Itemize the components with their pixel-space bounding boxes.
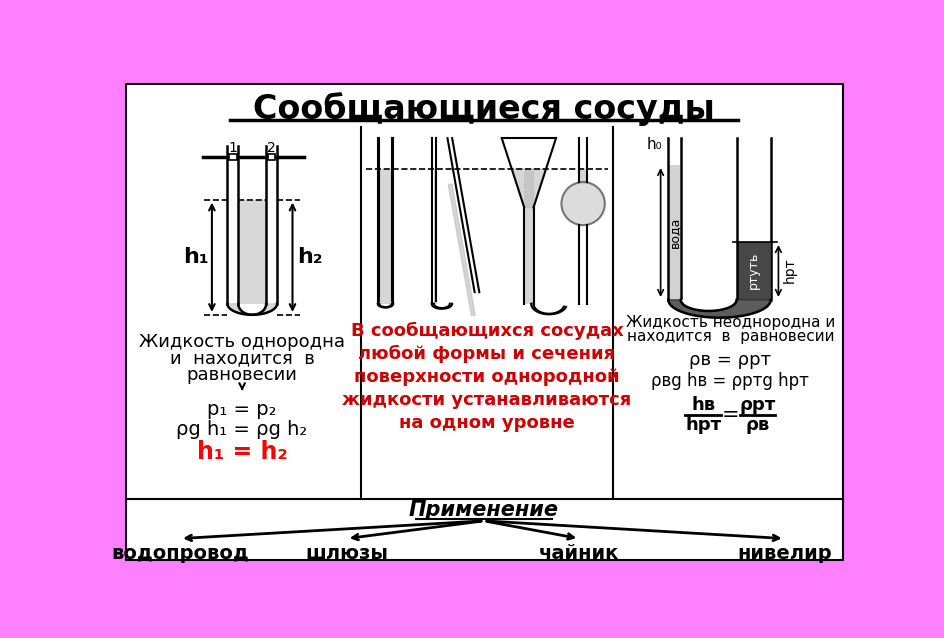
Text: Сообщающиеся сосуды: Сообщающиеся сосуды [253,92,714,126]
Bar [524,169,533,304]
Bar [434,169,437,304]
Bar [736,242,769,300]
Text: Применение: Применение [409,500,558,520]
Text: =: = [721,405,738,426]
Text: вода: вода [667,216,681,248]
Bar [379,169,391,304]
Bar [579,169,586,182]
Bar [267,154,275,161]
Text: шлюзы: шлюзы [305,544,388,563]
Text: h₁: h₁ [183,248,209,267]
Text: h₂: h₂ [296,248,322,267]
Polygon shape [512,169,546,207]
Polygon shape [378,304,393,308]
Text: 2: 2 [267,141,276,155]
Text: 1: 1 [228,141,237,155]
Text: находится  в  равновесии: находится в равновесии [626,329,834,343]
Text: ρвg hв = ρртg hрт: ρвg hв = ρртg hрт [650,372,808,390]
Text: hрт: hрт [783,258,796,283]
Text: любой формы и сечения: любой формы и сечения [358,345,615,363]
Text: водопровод: водопровод [111,544,248,563]
Text: p₁ = p₂: p₁ = p₂ [207,399,277,419]
Text: В сообщающихся сосудах: В сообщающихся сосудах [350,322,623,340]
Text: hрт: hрт [684,417,720,434]
Text: нивелир: нивелир [736,544,831,563]
Text: h₁ = h₂: h₁ = h₂ [196,440,287,464]
Text: hв: hв [690,396,715,414]
Circle shape [561,182,604,225]
Text: ρрт: ρрт [738,396,775,414]
Text: и  находится  в: и находится в [170,350,314,367]
Text: ртуть: ртуть [747,252,759,289]
Bar [228,154,236,161]
Text: ρв: ρв [745,417,768,434]
Text: чайник: чайник [538,544,618,563]
Text: на одном уровне: на одном уровне [398,414,574,432]
Bar [668,165,680,300]
Text: поверхности однородной: поверхности однородной [354,368,619,386]
Polygon shape [667,300,770,318]
Text: равновесии: равновесии [187,366,297,383]
Text: h₀: h₀ [646,137,662,152]
Bar [238,200,266,304]
Text: Жидкость неоднородна и: Жидкость неоднородна и [625,315,834,330]
Polygon shape [228,304,277,315]
Polygon shape [447,184,475,315]
Text: ρg h₁ = ρg h₂: ρg h₁ = ρg h₂ [177,420,308,439]
Text: Жидкость однородна: Жидкость однородна [139,333,345,351]
Text: ρв = ρрт: ρв = ρрт [688,351,770,369]
Text: жидкости устанавливаются: жидкости устанавливаются [342,391,631,409]
